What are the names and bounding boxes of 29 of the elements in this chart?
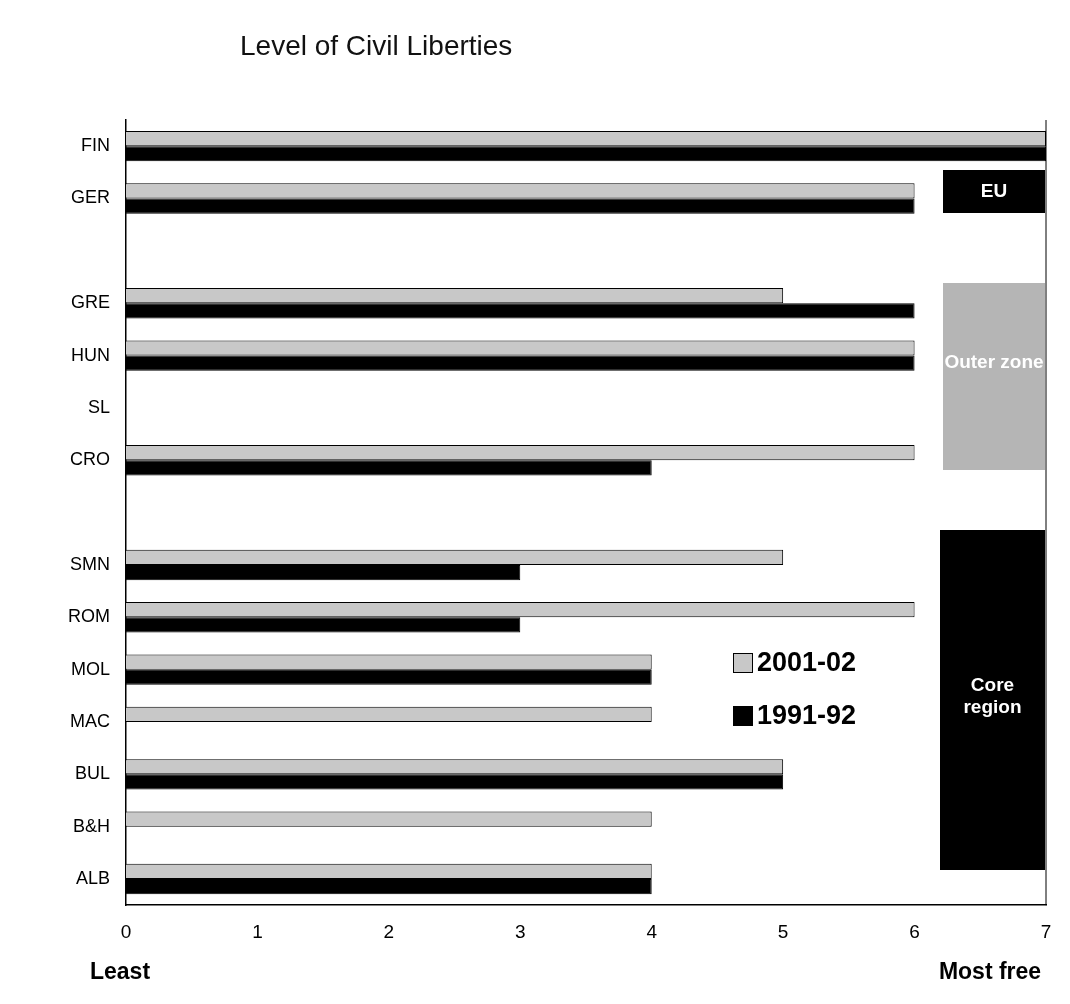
y-tick-label: SL — [87, 396, 110, 417]
y-tick-label: CRO — [69, 449, 110, 470]
y-tick-label: GRE — [70, 292, 110, 313]
annotation: EU — [979, 179, 1009, 202]
x-tick-label: 0 — [120, 920, 132, 942]
x-tick-label: 4 — [646, 920, 658, 942]
text: Most free — [937, 958, 1043, 985]
y-tick-label: B&H — [72, 815, 110, 836]
y-tick-label: BUL — [74, 763, 110, 784]
y-tick-label: MAC — [69, 710, 110, 731]
x-tick-label: 3 — [514, 920, 526, 942]
legend-label: 2001-02 — [757, 647, 857, 678]
y-tick-label: ALB — [75, 868, 110, 888]
legend-label: 1991-92 — [757, 700, 857, 731]
annotation: Core region — [962, 674, 1023, 718]
text: Least — [88, 958, 152, 985]
x-tick-label: 2 — [383, 920, 395, 942]
chart-title: Level of Civil Liberties — [240, 30, 513, 62]
y-tick-label: FIN — [80, 135, 110, 156]
annotation: Outer zone — [943, 350, 1045, 373]
y-tick-label: MOL — [70, 658, 110, 679]
y-tick-label: SMN — [69, 553, 110, 574]
y-tick-label: GER — [70, 187, 110, 208]
y-tick-label: ROM — [67, 606, 110, 627]
x-tick-label: 5 — [777, 920, 789, 942]
x-tick-label: 7 — [1040, 920, 1052, 942]
y-tick-label: HUN — [70, 344, 110, 365]
x-tick-label: 6 — [909, 920, 920, 942]
x-tick-label: 1 — [252, 920, 263, 942]
